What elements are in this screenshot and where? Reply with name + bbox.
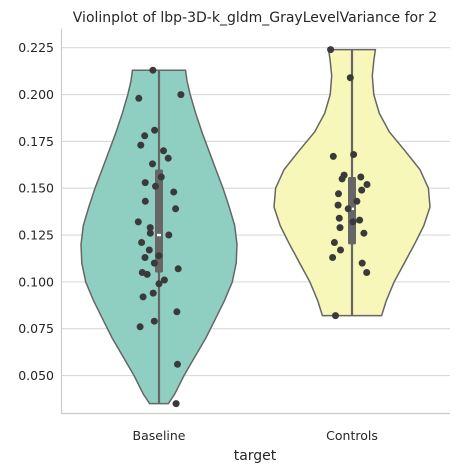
data-point — [149, 160, 156, 168]
data-point — [137, 141, 145, 149]
data-point — [358, 186, 366, 194]
y-tick-label: 0.150 — [18, 181, 54, 196]
data-point — [172, 205, 180, 213]
y-tick-label: 0.200 — [18, 87, 54, 102]
data-point — [350, 151, 358, 158]
data-point — [363, 181, 371, 188]
data-point — [151, 126, 159, 134]
y-tick-label: 0.100 — [18, 274, 54, 289]
data-point — [336, 224, 344, 232]
data-point — [145, 246, 153, 254]
data-point — [135, 94, 143, 102]
y-tick-label: 0.125 — [18, 228, 54, 243]
inner-boxes — [155, 49, 356, 404]
data-point — [340, 171, 348, 179]
data-point — [149, 289, 157, 297]
data-point — [141, 179, 149, 187]
y-tick-label: 0.075 — [18, 321, 54, 336]
data-point — [344, 205, 352, 213]
data-point — [174, 360, 181, 368]
plot-frame — [60, 29, 450, 415]
data-point — [160, 276, 168, 284]
data-point — [138, 269, 146, 276]
data-point — [165, 231, 173, 239]
data-point — [157, 173, 165, 181]
y-tick-labels: 0.050 0.075 0.100 0.125 0.150 0.175 0.200 0.225 — [18, 40, 54, 383]
data-point — [141, 132, 149, 140]
data-point — [152, 182, 159, 190]
y-tick-label: 0.050 — [18, 368, 54, 383]
data-point — [172, 400, 180, 408]
data-point — [357, 173, 365, 181]
data-point — [353, 197, 361, 205]
data-point — [330, 239, 338, 246]
data-point — [334, 201, 342, 209]
x-tick-label: Baseline — [133, 428, 186, 443]
data-point — [335, 214, 343, 222]
data-point — [346, 74, 354, 82]
data-point — [332, 312, 339, 320]
data-point — [363, 269, 371, 276]
data-point — [149, 66, 157, 74]
data-point — [177, 91, 185, 99]
iqr-box-controls — [348, 176, 356, 245]
x-tick-labels: Baseline Controls — [133, 428, 378, 443]
data-point — [139, 293, 147, 301]
data-point — [146, 229, 154, 237]
data-point — [356, 216, 364, 224]
data-point — [327, 46, 335, 54]
data-point — [141, 197, 149, 205]
data-point — [164, 154, 172, 162]
data-point — [160, 147, 167, 155]
data-point — [329, 152, 337, 160]
chart-title: Violinplot of lbp-3D-k_gldm_GrayLevelVar… — [73, 10, 437, 26]
data-point — [136, 323, 144, 331]
y-tick-label: 0.175 — [18, 134, 54, 149]
data-point — [155, 280, 163, 288]
data-point — [146, 224, 154, 232]
data-point — [138, 239, 146, 246]
data-point — [329, 254, 337, 261]
data-point — [134, 218, 142, 226]
data-point — [360, 229, 368, 237]
strip-points — [134, 46, 371, 408]
data-point — [358, 259, 366, 267]
data-point — [173, 308, 181, 316]
data-point — [335, 190, 342, 198]
median-mark-baseline — [157, 233, 161, 237]
data-point — [337, 246, 344, 254]
y-tick-label: 0.225 — [18, 40, 54, 55]
data-point — [170, 188, 178, 196]
iqr-box-baseline — [155, 169, 163, 273]
data-point — [174, 265, 182, 273]
x-tick-label: Controls — [326, 428, 378, 443]
data-point — [150, 317, 158, 325]
data-point — [349, 218, 357, 226]
data-point — [141, 254, 149, 261]
median-mark-controls — [350, 207, 354, 211]
data-point — [155, 252, 163, 260]
data-point — [150, 259, 158, 267]
x-axis-title: target — [234, 448, 277, 464]
